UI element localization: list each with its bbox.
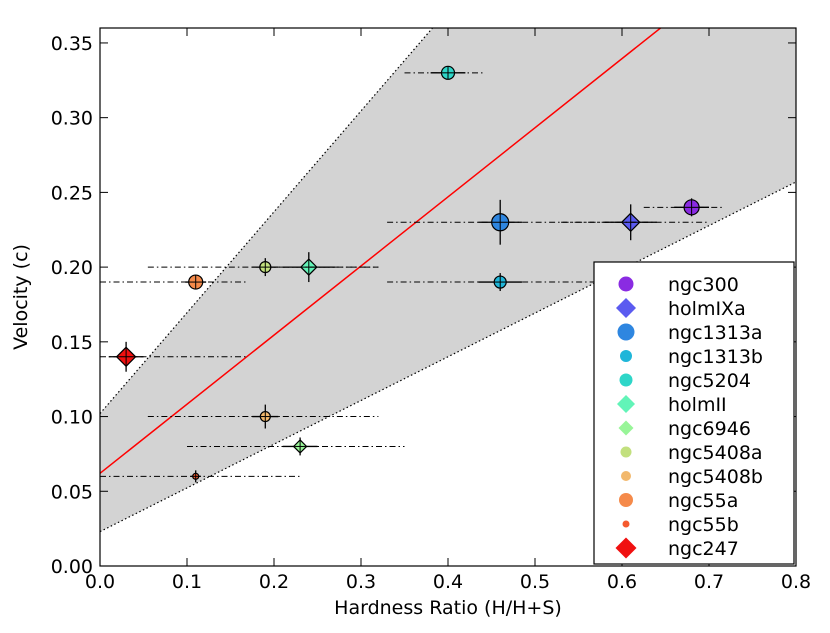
legend-marker xyxy=(619,493,633,507)
legend-entry-ngc55a: ngc55a xyxy=(619,490,738,512)
legend-entry-ngc6946: ngc6946 xyxy=(618,418,751,440)
legend-marker xyxy=(622,520,630,528)
confidence-band xyxy=(100,28,796,532)
x-tick-label: 0.1 xyxy=(172,571,202,593)
x-axis-label: Hardness Ratio (H/H+S) xyxy=(334,597,562,619)
band-lower-edge xyxy=(100,181,796,533)
y-tick-label: 0.25 xyxy=(51,182,93,204)
point-ngc1313b xyxy=(387,273,614,292)
legend-label: ngc5408b xyxy=(668,466,763,488)
data-points xyxy=(100,65,723,483)
legend-entry-ngc247: ngc247 xyxy=(615,537,739,560)
point-ngc5408a xyxy=(147,258,379,277)
point-ngc300 xyxy=(643,198,723,217)
y-axis-label: Velocity (c) xyxy=(10,244,32,350)
legend-entry-holmII: holmII xyxy=(617,394,727,416)
legend-label: ngc55b xyxy=(668,514,739,536)
legend-entry-ngc300: ngc300 xyxy=(618,274,739,296)
plot-area xyxy=(100,28,796,533)
legend-label: ngc55a xyxy=(668,490,738,512)
fit-line xyxy=(100,28,662,474)
legend-marker xyxy=(617,323,635,341)
legend-label: ngc5204 xyxy=(668,370,751,392)
legend-marker xyxy=(620,350,632,362)
legend-marker xyxy=(616,298,636,318)
y-tick-label: 0.35 xyxy=(51,33,93,55)
legend-entry-holmIXa: holmIXa xyxy=(616,298,746,320)
y-tick-label: 0.10 xyxy=(51,407,93,429)
x-tick-label: 0.3 xyxy=(346,571,376,593)
legend-label: holmIXa xyxy=(668,298,746,320)
legend-entry-ngc1313b: ngc1313b xyxy=(620,346,763,368)
y-tick-label: 0.05 xyxy=(51,481,93,503)
point-ngc247 xyxy=(100,341,248,372)
legend-label: ngc6946 xyxy=(668,418,751,440)
legend-label: ngc1313b xyxy=(668,346,763,368)
point-ngc55b xyxy=(100,470,301,483)
legend-label: holmII xyxy=(668,394,727,416)
x-tick-label: 0.4 xyxy=(433,571,463,593)
axis-ticks: 0.0 0.1 0.2 0.3 0.4 0.5 0.6 0.7 0.8 0.00 0.05 0.10 0… xyxy=(51,28,811,593)
point-ngc5408b xyxy=(147,404,379,429)
legend-marker xyxy=(621,471,631,481)
x-tick-label: 0.0 xyxy=(85,571,115,593)
x-tick-label: 0.5 xyxy=(520,571,550,593)
x-tick-label: 0.6 xyxy=(607,571,637,593)
legend-marker xyxy=(615,537,637,559)
legend-marker xyxy=(618,276,634,292)
x-tick-label: 0.8 xyxy=(781,571,811,593)
y-tick-label: 0.15 xyxy=(51,332,93,354)
point-ngc5204 xyxy=(404,65,483,80)
legend-entry-ngc55b: ngc55b xyxy=(622,514,739,536)
legend-label: ngc5408a xyxy=(668,442,763,464)
point-ngc1313a xyxy=(387,199,649,245)
legend-entry-ngc5408a: ngc5408a xyxy=(620,442,763,464)
legend-marker xyxy=(619,373,633,387)
y-tick-label: 0.30 xyxy=(51,108,93,130)
legend-entry-ngc5204: ngc5204 xyxy=(619,370,751,392)
y-tick-label: 0.00 xyxy=(51,556,93,578)
legend-label: ngc1313a xyxy=(668,322,763,344)
x-tick-label: 0.7 xyxy=(694,571,724,593)
y-tick-label: 0.20 xyxy=(51,257,93,279)
x-tick-label: 0.2 xyxy=(259,571,289,593)
legend-entry-ngc5408b: ngc5408b xyxy=(621,466,763,488)
point-ngc55a xyxy=(100,274,248,290)
legend-entry-ngc1313a: ngc1313a xyxy=(617,322,763,344)
legend-marker xyxy=(617,395,635,413)
legend-label: ngc247 xyxy=(668,538,739,560)
legend-marker xyxy=(620,446,632,458)
point-ngc6946 xyxy=(187,437,405,456)
legend-label: ngc300 xyxy=(668,274,739,296)
legend-marker xyxy=(618,420,634,436)
legend: ngc300holmIXangc1313angc1313bngc5204holm… xyxy=(593,261,795,565)
